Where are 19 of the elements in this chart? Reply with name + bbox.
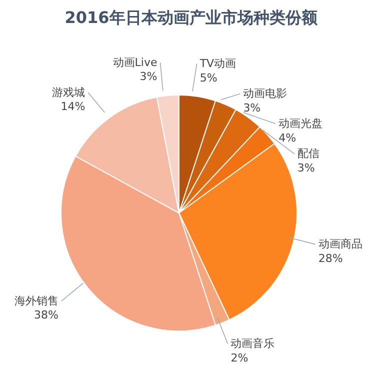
slice-label: 动画光盘 xyxy=(278,117,323,130)
slice-label: 动画电影 xyxy=(243,87,288,100)
slice-label: 游戏城 xyxy=(52,86,86,99)
data-label: 4% xyxy=(278,131,296,144)
data-label: 28% xyxy=(318,252,343,265)
data-label: 14% xyxy=(60,100,86,114)
slice-label: 动画Live xyxy=(112,56,158,69)
data-label: 3% xyxy=(140,70,158,84)
data-label: 2% xyxy=(230,351,248,364)
slice-label: 海外销售 xyxy=(14,294,59,308)
data-label: 3% xyxy=(297,161,315,174)
data-label: 38% xyxy=(34,308,59,322)
slice-label: 动画音乐 xyxy=(230,337,275,350)
data-label: 3% xyxy=(243,101,261,114)
slice-label: TV动画 xyxy=(198,57,236,70)
data-label: 5% xyxy=(200,71,218,84)
chart-title: 2016年日本动画产业市场种类份额 xyxy=(64,8,318,29)
slice-label: 动画商品 xyxy=(318,238,362,251)
slice-label: 配信 xyxy=(297,147,320,160)
